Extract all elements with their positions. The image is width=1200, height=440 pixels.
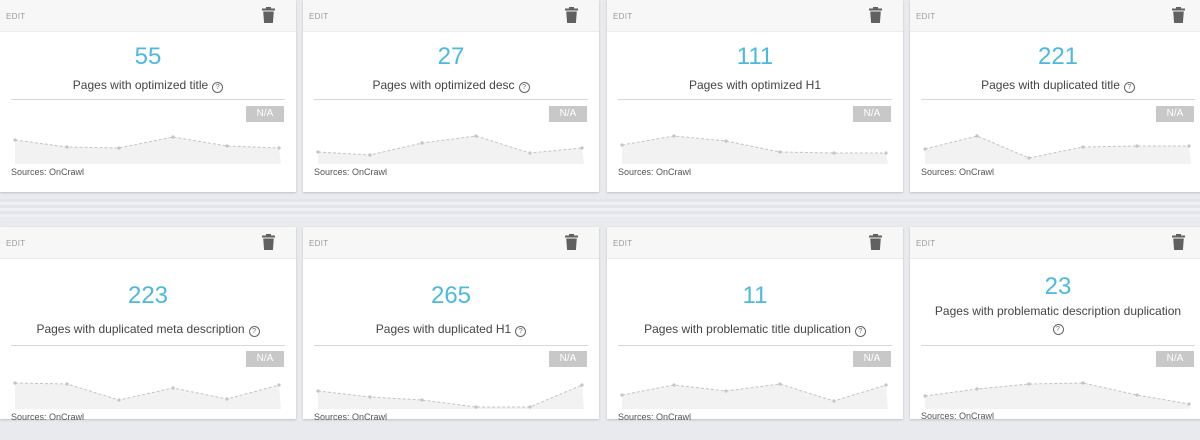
metric-card: EDIT 23 Pages with problematic descripti… [910, 227, 1200, 421]
source-label: Sources: OnCrawl [618, 167, 692, 177]
sparkline [13, 135, 281, 164]
status-badge: N/A [853, 106, 891, 122]
card-header: EDIT [0, 0, 296, 32]
metric-value: 23 [1044, 273, 1072, 300]
metric-label: Pages with duplicated title? [920, 77, 1196, 93]
section-separator [0, 199, 1200, 217]
sparkline [316, 134, 584, 164]
status-badge: N/A [549, 351, 587, 367]
metric-card: EDIT 55 Pages with optimized title? N/A … [0, 0, 296, 192]
divider [618, 99, 892, 100]
sparkline [923, 134, 1191, 164]
metric-label: Pages with optimized title? [10, 77, 286, 93]
trash-icon[interactable] [869, 234, 885, 252]
trash-icon[interactable] [565, 7, 581, 25]
card-header: EDIT [607, 0, 903, 32]
metric-value: 223 [127, 282, 169, 309]
card-header: EDIT [303, 0, 599, 32]
metric-label: Pages with duplicated meta description? [10, 321, 286, 337]
trash-icon[interactable] [1172, 7, 1188, 25]
metric-label: Pages with duplicated H1? [313, 321, 589, 337]
metric-card: EDIT 265 Pages with duplicated H1? N/A S… [303, 227, 599, 422]
source-label: Sources: OnCrawl [314, 167, 388, 177]
metric-label: Pages with optimized H1 [617, 77, 893, 93]
sparkline [620, 134, 888, 164]
metric-value: 55 [134, 43, 162, 70]
trash-icon[interactable] [262, 234, 278, 252]
help-icon[interactable]: ? [515, 326, 527, 337]
edit-link[interactable]: EDIT [613, 12, 633, 21]
status-badge: N/A [1156, 351, 1194, 367]
edit-link[interactable]: EDIT [309, 12, 329, 21]
divider [11, 99, 285, 100]
metric-label-text: Pages with optimized H1 [688, 78, 822, 92]
status-badge: N/A [1156, 106, 1194, 122]
metric-value: 265 [430, 282, 472, 309]
metric-label-text: Pages with optimized desc [372, 78, 515, 92]
status-badge: N/A [246, 106, 284, 122]
metric-value: 11 [742, 282, 768, 309]
source-label: Sources: OnCrawl [11, 412, 85, 422]
metric-label-text: Pages with optimized title [72, 78, 209, 92]
divider [314, 99, 588, 100]
source-label: Sources: OnCrawl [314, 412, 388, 422]
metric-value: 27 [437, 43, 465, 70]
card-header: EDIT [910, 0, 1200, 32]
trash-icon[interactable] [1172, 234, 1188, 252]
metric-label-text: Pages with duplicated title [981, 78, 1120, 92]
source-label: Sources: OnCrawl [11, 167, 85, 177]
metric-label: Pages with problematic title duplication… [617, 321, 893, 337]
edit-link[interactable]: EDIT [613, 239, 633, 248]
divider [921, 345, 1195, 346]
help-icon[interactable]: ? [854, 326, 866, 337]
metric-card: EDIT 27 Pages with optimized desc? N/A S… [303, 0, 599, 192]
divider [314, 345, 588, 346]
trash-icon[interactable] [262, 7, 278, 25]
trash-icon[interactable] [869, 7, 885, 25]
metric-label: Pages with problematic description dupli… [920, 303, 1196, 335]
edit-link[interactable]: EDIT [6, 239, 26, 248]
divider [921, 99, 1195, 100]
source-label: Sources: OnCrawl [921, 411, 995, 421]
sparkline [620, 382, 888, 409]
edit-link[interactable]: EDIT [6, 12, 26, 21]
sparkline [13, 381, 281, 409]
edit-link[interactable]: EDIT [309, 239, 329, 248]
help-icon[interactable]: ? [248, 326, 260, 337]
help-icon[interactable]: ? [518, 82, 530, 93]
divider [618, 345, 892, 346]
metric-label: Pages with optimized desc? [313, 77, 589, 93]
status-badge: N/A [246, 351, 284, 367]
sparkline [316, 383, 584, 409]
edit-link[interactable]: EDIT [916, 12, 936, 21]
divider [11, 345, 285, 346]
help-icon[interactable]: ? [212, 82, 224, 93]
card-header: EDIT [910, 227, 1200, 259]
status-badge: N/A [549, 106, 587, 122]
edit-link[interactable]: EDIT [916, 239, 936, 248]
metric-card: EDIT 11 Pages with problematic title dup… [607, 227, 903, 422]
card-header: EDIT [607, 227, 903, 259]
source-label: Sources: OnCrawl [618, 412, 692, 422]
help-icon[interactable]: ? [1052, 324, 1064, 335]
metric-label-text: Pages with duplicated H1 [375, 322, 512, 336]
card-header: EDIT [303, 227, 599, 259]
metric-card: EDIT 221 Pages with duplicated title? N/… [910, 0, 1200, 192]
metric-label-text: Pages with problematic title duplication [644, 322, 851, 336]
sparkline [923, 381, 1191, 409]
metric-value: 221 [1037, 43, 1079, 70]
card-header: EDIT [0, 227, 296, 259]
help-icon[interactable]: ? [1123, 82, 1135, 93]
metric-card: EDIT 111 Pages with optimized H1 N/A Sou… [607, 0, 903, 192]
metric-label-text: Pages with duplicated meta description [36, 322, 245, 336]
metric-label-text: Pages with problematic description dupli… [934, 304, 1182, 318]
trash-icon[interactable] [565, 234, 581, 252]
metric-value: 111 [736, 43, 774, 70]
metric-card: EDIT 223 Pages with duplicated meta desc… [0, 227, 296, 422]
status-badge: N/A [853, 351, 891, 367]
source-label: Sources: OnCrawl [921, 167, 995, 177]
